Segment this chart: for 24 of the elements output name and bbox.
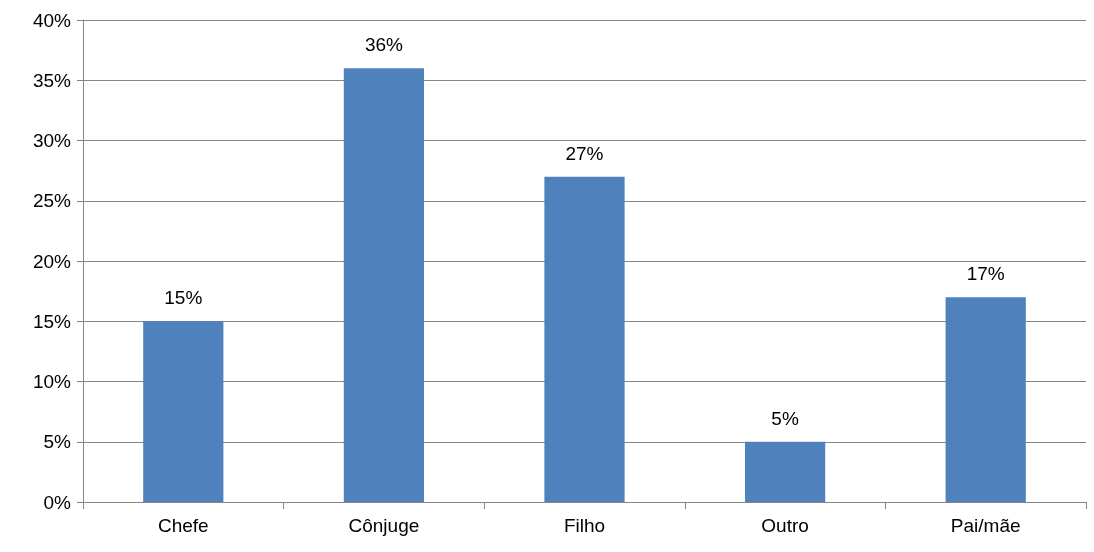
y-tick-label: 10% <box>32 371 72 392</box>
y-tick-label: 0% <box>43 491 72 513</box>
y-tick-label: 35% <box>32 69 72 91</box>
x-tick-label: Chefe <box>157 515 209 536</box>
x-tick-label: Filho <box>563 515 606 536</box>
x-tick-label: Outro <box>761 515 809 536</box>
y-tick-label: 40% <box>32 9 72 31</box>
data-label: 27% <box>565 142 604 164</box>
data-label: 5% <box>771 407 799 429</box>
bar <box>343 68 425 502</box>
bar <box>544 176 625 502</box>
y-tick-label: 15% <box>32 310 72 332</box>
bar <box>143 321 224 502</box>
bar <box>744 441 826 502</box>
y-tick-label: 5% <box>43 431 72 453</box>
y-tick-label: 20% <box>32 250 72 272</box>
y-tick-label: 25% <box>32 190 72 212</box>
data-label: 17% <box>966 263 1005 285</box>
y-tick-label: 30% <box>32 130 72 151</box>
data-label: 36% <box>364 34 404 56</box>
x-tick-label: Cônjuge <box>348 515 420 536</box>
data-label: 15% <box>164 287 203 309</box>
bar <box>945 297 1026 502</box>
x-tick-label: Pai/mãe <box>950 515 1021 536</box>
